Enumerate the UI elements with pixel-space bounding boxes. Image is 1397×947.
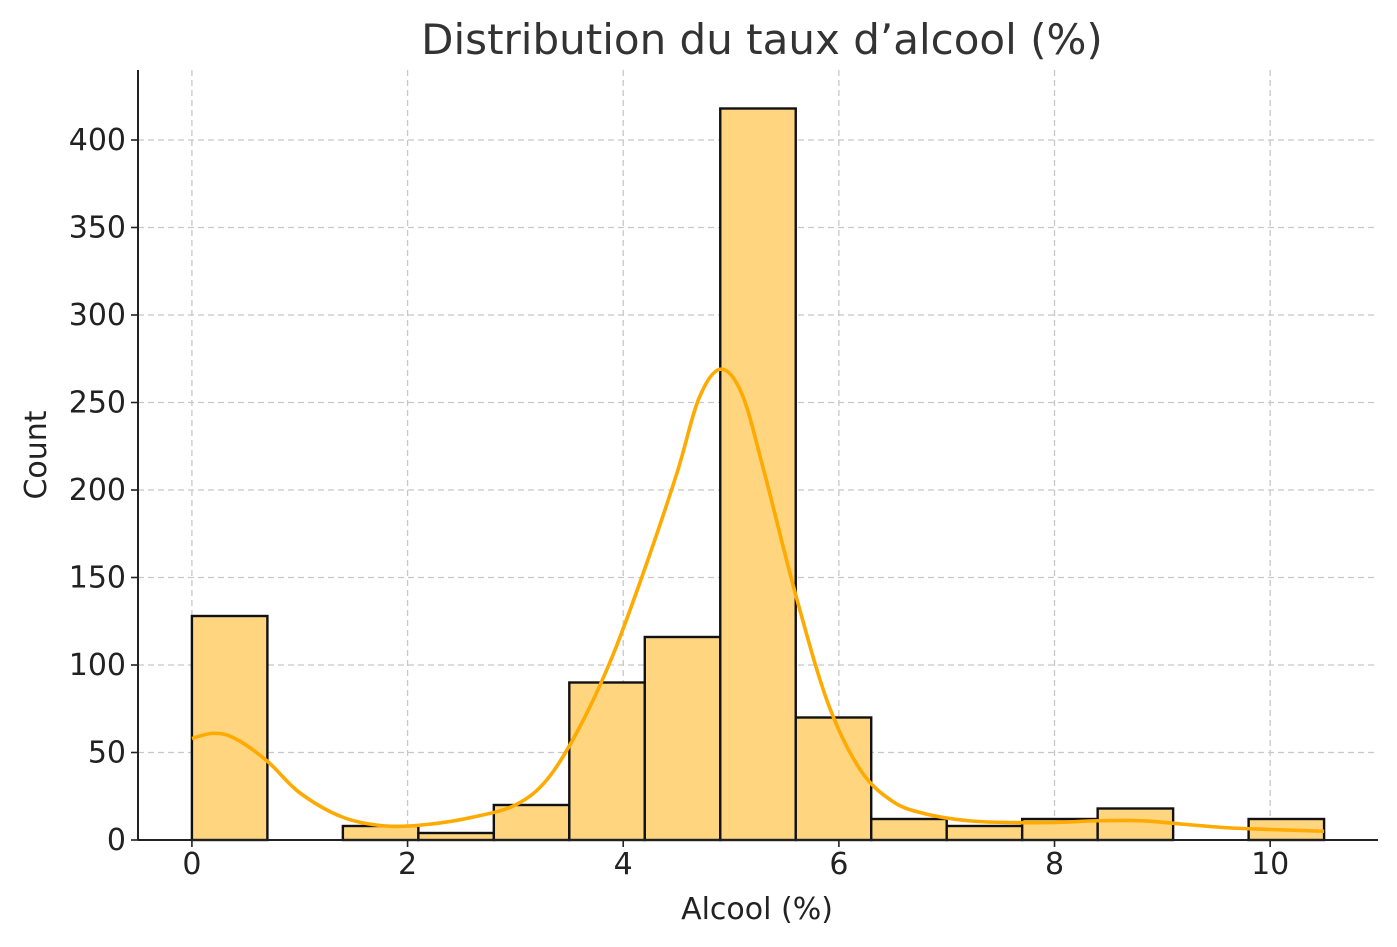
y-tick-label: 150 bbox=[69, 561, 126, 596]
x-tick-label: 8 bbox=[1045, 847, 1064, 882]
histogram-bar bbox=[719, 107, 797, 842]
x-tick-label: 2 bbox=[398, 847, 417, 882]
x-tick-label: 6 bbox=[829, 847, 848, 882]
histogram-bar bbox=[341, 824, 420, 842]
y-tick-label: 100 bbox=[69, 648, 126, 683]
histogram-bar bbox=[794, 716, 873, 842]
histogram-bar bbox=[870, 817, 948, 842]
y-tick-label: 350 bbox=[69, 211, 126, 246]
histogram-bar bbox=[417, 831, 496, 842]
y-tick-label: 50 bbox=[88, 736, 126, 771]
x-tick-label: 4 bbox=[614, 847, 633, 882]
histogram-bar bbox=[945, 824, 1024, 842]
x-tick-label: 0 bbox=[182, 847, 201, 882]
y-tick-label: 200 bbox=[69, 473, 126, 508]
axes bbox=[131, 70, 1378, 847]
histogram-bar bbox=[190, 614, 269, 842]
histogram-bars bbox=[190, 107, 1326, 842]
y-axis-label: Count bbox=[19, 410, 54, 499]
histogram-bar bbox=[643, 635, 722, 842]
chart-title: Distribution du taux d’alcool (%) bbox=[421, 15, 1103, 64]
kde-curve bbox=[191, 367, 1325, 834]
y-tick-label: 400 bbox=[69, 123, 126, 158]
y-tick-label: 0 bbox=[107, 823, 126, 858]
x-tick-label: 10 bbox=[1251, 847, 1289, 882]
histogram-bar bbox=[568, 681, 646, 842]
y-tick-label: 300 bbox=[69, 298, 126, 333]
histogram-bar bbox=[1096, 807, 1175, 842]
x-axis-label: Alcool (%) bbox=[681, 892, 833, 927]
kde-curve-layer bbox=[191, 367, 1325, 834]
y-tick-label: 250 bbox=[69, 386, 126, 421]
